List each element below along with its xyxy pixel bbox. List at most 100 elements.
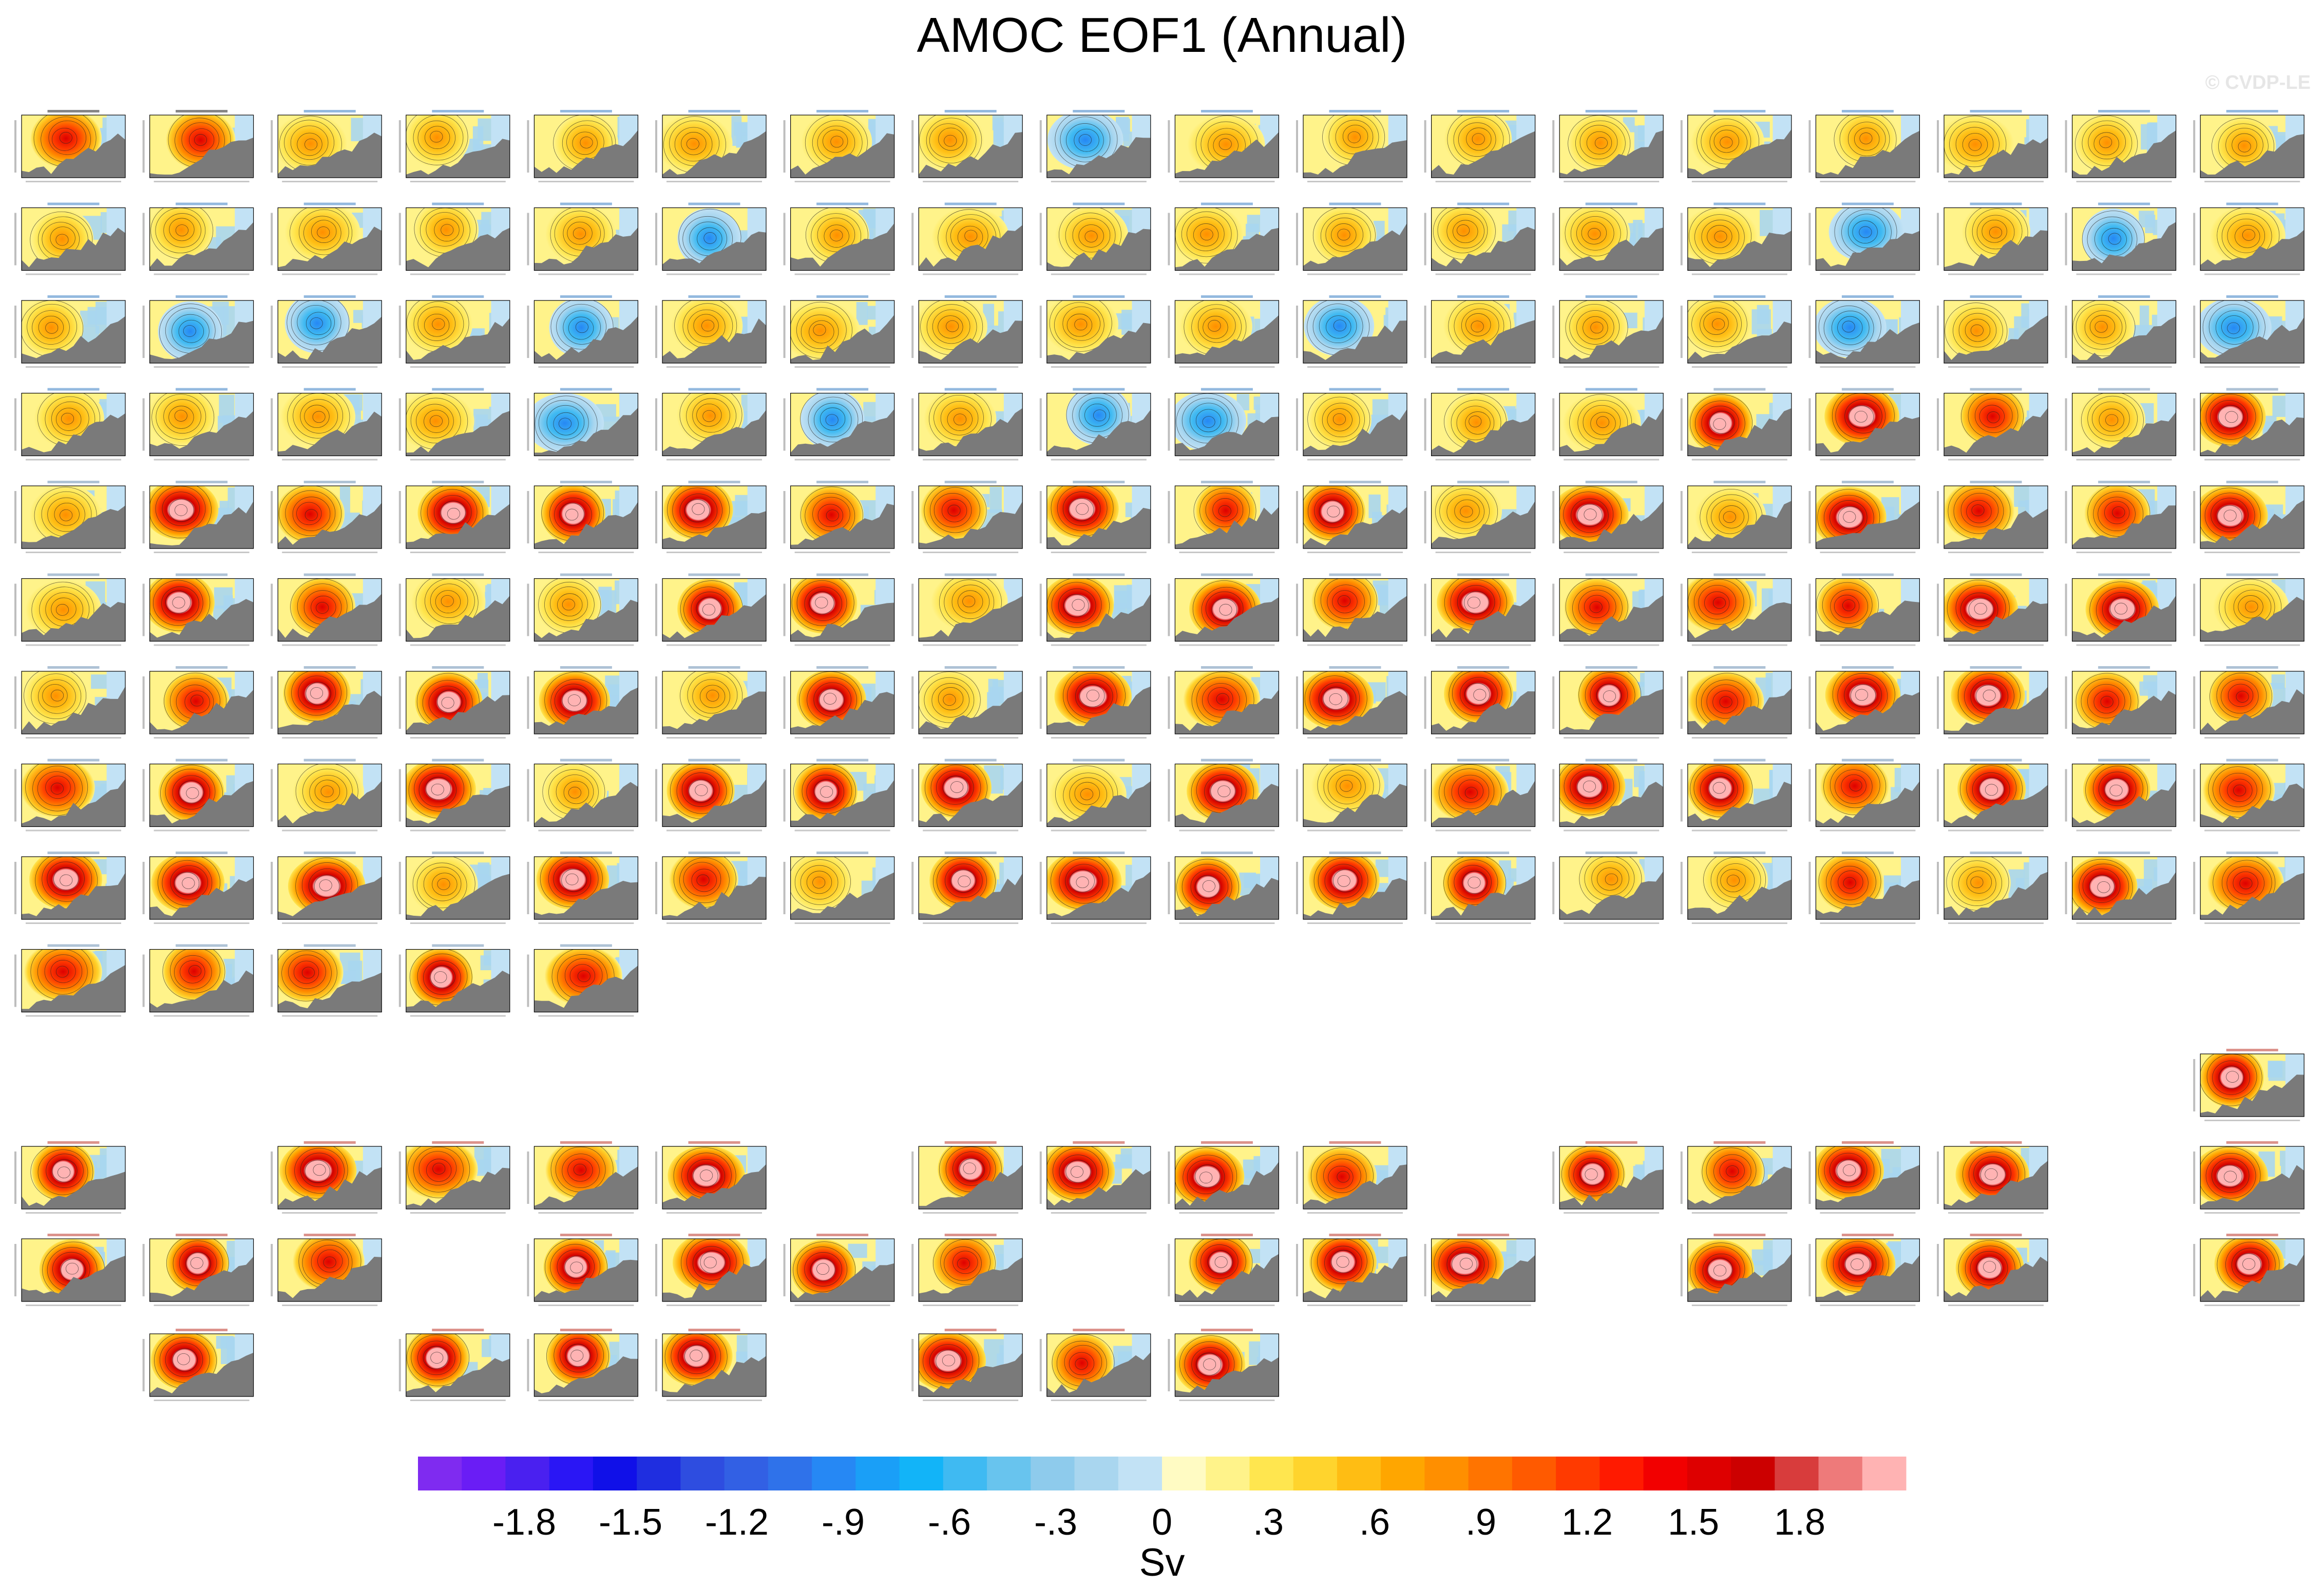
colorbar-tick-label: -.3: [1034, 1502, 1077, 1543]
eof-panel: [911, 295, 1023, 368]
colorbar-tick-label: -1.5: [599, 1502, 662, 1543]
eof-panel: [1808, 388, 1920, 461]
eof-panel: [2065, 388, 2177, 461]
eof-panel: [1168, 1329, 1279, 1401]
colorbar-tick-label: 1.5: [1668, 1502, 1719, 1543]
colorbar-swatch: [1162, 1457, 1206, 1490]
colorbar-swatch: [549, 1457, 594, 1490]
eof-panel: [1937, 295, 2048, 368]
eof-panel: [1424, 759, 1536, 832]
eof-panel: [271, 1234, 382, 1306]
colorbar-tick-label: -1.2: [705, 1502, 769, 1543]
eof-panel: [14, 759, 126, 832]
eof-panel: [14, 481, 126, 553]
eof-panel: [911, 388, 1023, 461]
eof-panel: [271, 573, 382, 646]
eof-panel: [398, 1329, 510, 1401]
eof-panel: [14, 852, 126, 924]
eof-panel: [2065, 295, 2177, 368]
eof-panel: [911, 759, 1023, 832]
eof-panel: [655, 202, 767, 275]
eof-panel: [911, 110, 1023, 182]
colorbar-swatch: [1687, 1457, 1731, 1490]
eof-panel: [1680, 295, 1792, 368]
eof-panel: [783, 573, 895, 646]
eof-panel: [1424, 666, 1536, 739]
watermark: © CVDP-LE: [2205, 72, 2311, 93]
eof-panel: [2193, 202, 2304, 275]
eof-panel: [1296, 388, 1407, 461]
eof-panel: [398, 759, 510, 832]
colorbar-tick-label: -.9: [822, 1502, 865, 1543]
colorbar-swatch: [1556, 1457, 1600, 1490]
eof-panel: [655, 759, 767, 832]
eof-panel: [911, 1141, 1023, 1214]
colorbar-swatch: [1818, 1457, 1863, 1490]
eof-panel: [14, 573, 126, 646]
eof-panel: [1296, 1141, 1407, 1214]
colorbar-tick-label: .9: [1465, 1502, 1496, 1543]
eof-panel: [1168, 852, 1279, 924]
eof-panel: [1296, 110, 1407, 182]
eof-panel: [1680, 852, 1792, 924]
panel-grid: [14, 110, 2304, 1401]
colorbar-swatch: [1468, 1457, 1513, 1490]
eof-panel: [783, 202, 895, 275]
eof-panel: [527, 944, 639, 1017]
eof-panel: [1039, 110, 1151, 182]
eof-panel: [2193, 1049, 2304, 1121]
eof-panel: [398, 1141, 510, 1214]
eof-panel: [527, 852, 639, 924]
eof-panel: [2193, 852, 2304, 924]
eof-panel: [1680, 388, 1792, 461]
eof-panel: [1039, 388, 1151, 461]
eof-panel: [2065, 666, 2177, 739]
eof-panel: [2193, 573, 2304, 646]
eof-panel: [655, 295, 767, 368]
eof-panel: [142, 1329, 254, 1401]
eof-panel: [271, 1141, 382, 1214]
eof-panel: [14, 944, 126, 1017]
page-title: AMOC EOF1 (Annual): [917, 8, 1407, 63]
eof-panel: [783, 759, 895, 832]
eof-panel: [142, 1234, 254, 1306]
eof-panel: [398, 110, 510, 182]
colorbar-swatch: [637, 1457, 681, 1490]
colorbar-swatch: [593, 1457, 637, 1490]
eof-panel: [142, 944, 254, 1017]
eof-panel: [1039, 759, 1151, 832]
colorbar-swatch: [987, 1457, 1031, 1490]
colorbar-unit-label: Sv: [1139, 1541, 1185, 1584]
eof-panel: [1424, 1234, 1536, 1306]
eof-panel: [1552, 759, 1664, 832]
eof-panel: [1937, 481, 2048, 553]
colorbar-tick-label: 1.8: [1774, 1502, 1825, 1543]
eof-panel: [142, 481, 254, 553]
eof-panel: [655, 1141, 767, 1214]
eof-panel: [1296, 1234, 1407, 1306]
colorbar-swatch: [1862, 1457, 1907, 1490]
eof-panel: [527, 1329, 639, 1401]
colorbar-tick-label: -1.8: [492, 1502, 556, 1543]
eof-panel: [911, 666, 1023, 739]
eof-panel: [1552, 202, 1664, 275]
eof-panel: [911, 202, 1023, 275]
eof-panel: [2065, 110, 2177, 182]
eof-panel: [14, 1141, 126, 1214]
eof-panel: [527, 573, 639, 646]
eof-panel: [1168, 202, 1279, 275]
colorbar-swatch: [1206, 1457, 1250, 1490]
eof-panel: [14, 110, 126, 182]
colorbar-swatch: [1775, 1457, 1819, 1490]
eof-panel: [1424, 202, 1536, 275]
eof-panel: [1808, 202, 1920, 275]
colorbar-swatch: [680, 1457, 725, 1490]
eof-panel: [1808, 573, 1920, 646]
eof-panel: [271, 388, 382, 461]
eof-panel: [271, 110, 382, 182]
eof-panel: [1296, 481, 1407, 553]
eof-panel: [14, 1234, 126, 1306]
eof-panel: [527, 666, 639, 739]
eof-panel: [1039, 202, 1151, 275]
eof-panel: [1296, 759, 1407, 832]
